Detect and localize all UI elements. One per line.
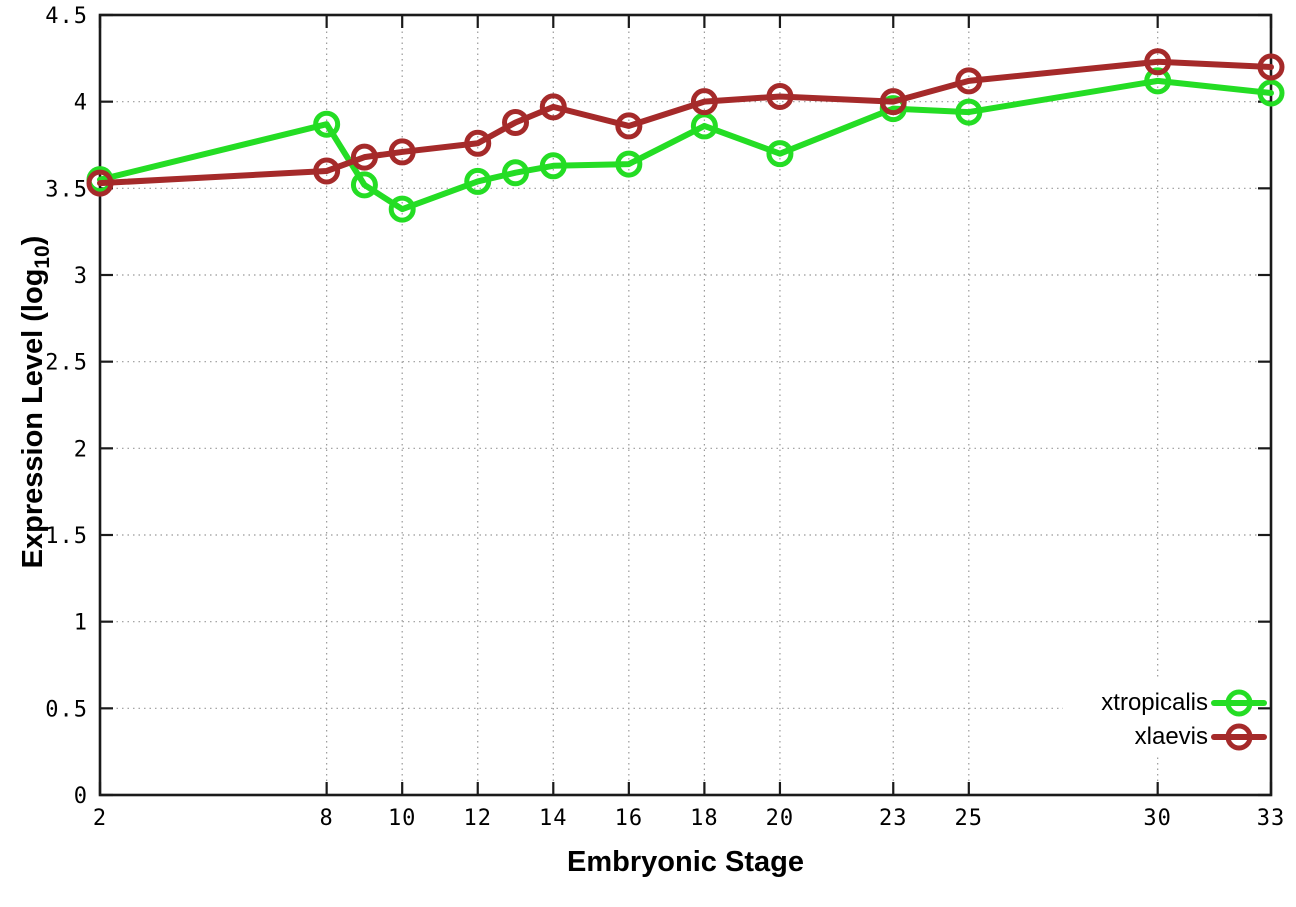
svg-text:3: 3 (74, 264, 88, 289)
svg-text:12: 12 (463, 806, 492, 831)
x-axis-title: Embryonic Stage (567, 846, 804, 878)
svg-text:2: 2 (93, 806, 107, 831)
svg-text:14: 14 (539, 806, 568, 831)
legend-label-xlaevis: xlaevis (1134, 723, 1208, 750)
y-axis-title-text: Expression Level (log (17, 268, 50, 569)
legend-label-xtropicalis: xtropicalis (1101, 689, 1208, 716)
svg-text:20: 20 (766, 806, 795, 831)
y-axis-title-close: ) (17, 235, 50, 246)
svg-text:25: 25 (955, 806, 984, 831)
svg-text:4.5: 4.5 (45, 4, 88, 29)
svg-text:4: 4 (74, 91, 88, 116)
svg-text:23: 23 (879, 806, 908, 831)
svg-text:30: 30 (1143, 806, 1172, 831)
svg-text:18: 18 (690, 806, 719, 831)
svg-text:1: 1 (74, 611, 88, 636)
svg-text:2.5: 2.5 (45, 351, 88, 376)
svg-text:1.5: 1.5 (45, 524, 88, 549)
svg-text:2: 2 (74, 437, 88, 462)
svg-text:10: 10 (388, 806, 417, 831)
y-axis-title: Expression Level (log10) (17, 236, 55, 569)
svg-text:0: 0 (74, 784, 88, 809)
svg-text:16: 16 (615, 806, 644, 831)
svg-text:0.5: 0.5 (45, 697, 88, 722)
svg-text:8: 8 (320, 806, 334, 831)
y-axis-title-subscript: 10 (30, 245, 54, 269)
svg-text:3.5: 3.5 (45, 177, 88, 202)
svg-text:33: 33 (1257, 806, 1286, 831)
